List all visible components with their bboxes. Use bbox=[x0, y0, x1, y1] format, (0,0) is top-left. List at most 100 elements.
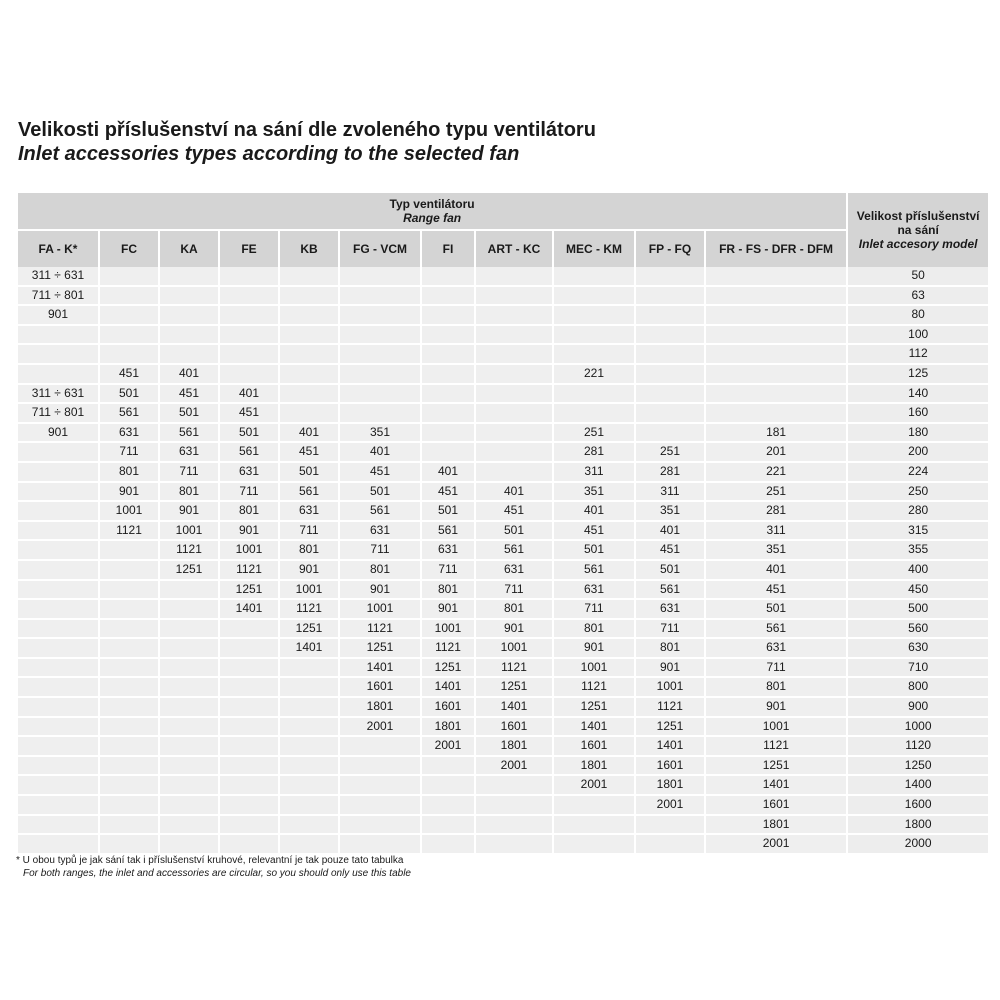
table-cell bbox=[100, 286, 158, 307]
table-cell: 801 bbox=[160, 482, 218, 503]
table-cell: 801 bbox=[706, 678, 847, 699]
table-cell bbox=[706, 345, 847, 365]
table-cell bbox=[280, 384, 338, 405]
table-cell: 451 bbox=[636, 541, 704, 561]
table-cell bbox=[100, 756, 158, 777]
table-row: 1121 1001 901 711 631 561 501 451 401 311 315 bbox=[18, 521, 989, 542]
column-header: MEC - KM bbox=[554, 231, 634, 267]
inlet-model-cell: 100 bbox=[848, 325, 989, 346]
table-cell bbox=[160, 658, 218, 679]
table-cell bbox=[636, 306, 704, 326]
table-cell: 401 bbox=[160, 364, 218, 385]
table-row: 2001 1801 1601 1401 1251 1001 1000 bbox=[18, 717, 989, 738]
inlet-model-cell: 160 bbox=[848, 404, 989, 424]
table-cell bbox=[554, 384, 634, 405]
table-cell: 221 bbox=[554, 364, 634, 385]
table-cell: 631 bbox=[636, 600, 704, 620]
table-cell: 711 bbox=[636, 619, 704, 640]
table-cell bbox=[554, 835, 634, 855]
table-cell bbox=[706, 286, 847, 307]
table-cell: 1001 bbox=[280, 580, 338, 601]
table-cell bbox=[18, 756, 98, 777]
table-cell: 801 bbox=[220, 502, 278, 522]
table-cell: 1401 bbox=[220, 600, 278, 620]
table-cell: 711 bbox=[160, 462, 218, 483]
table-cell: 1121 bbox=[476, 658, 552, 679]
table-cell: 451 bbox=[422, 482, 474, 503]
table-cell: 631 bbox=[554, 580, 634, 601]
table-cell bbox=[636, 835, 704, 855]
table-cell bbox=[476, 815, 552, 836]
table-cell: 2001 bbox=[476, 756, 552, 777]
table-row: 1121 1001 801 711 631 561 501 451 351 355 bbox=[18, 541, 989, 561]
table-cell: 1601 bbox=[636, 756, 704, 777]
inlet-model-cell: 50 bbox=[848, 267, 989, 287]
table-cell bbox=[220, 835, 278, 855]
table-cell bbox=[280, 267, 338, 287]
table-cell bbox=[476, 364, 552, 385]
table-row: 901 631 561 501 401 351 251 181 180 bbox=[18, 423, 989, 444]
table-cell bbox=[340, 364, 420, 385]
table-cell bbox=[706, 404, 847, 424]
table-cell: 631 bbox=[706, 639, 847, 659]
table-cell bbox=[340, 737, 420, 757]
table-row: 2001 2000 bbox=[18, 835, 989, 855]
table-cell bbox=[340, 345, 420, 365]
table-cell bbox=[18, 698, 98, 718]
table-cell: 311 bbox=[636, 482, 704, 503]
table-cell bbox=[280, 698, 338, 718]
table-cell bbox=[18, 639, 98, 659]
table-cell: 1001 bbox=[554, 658, 634, 679]
table-cell bbox=[422, 404, 474, 424]
table-cell: 2001 bbox=[636, 796, 704, 816]
table-cell: 1251 bbox=[422, 658, 474, 679]
table-row: 1251 1001 901 801 711 631 561 451 450 bbox=[18, 580, 989, 601]
table-cell: 451 bbox=[160, 384, 218, 405]
table-cell bbox=[340, 404, 420, 424]
table-cell bbox=[554, 345, 634, 365]
table-cell bbox=[220, 737, 278, 757]
page-title: Velikosti příslušenství na sání dle zvol… bbox=[18, 118, 596, 166]
table-cell: 311 bbox=[706, 521, 847, 542]
table-cell bbox=[280, 658, 338, 679]
table-cell: 561 bbox=[280, 482, 338, 503]
table-cell: 1801 bbox=[422, 717, 474, 738]
table-cell bbox=[100, 776, 158, 797]
table-cell: 451 bbox=[100, 364, 158, 385]
table-cell bbox=[422, 835, 474, 855]
table-cell bbox=[100, 306, 158, 326]
table-row: 1251 1121 1001 901 801 711 561 560 bbox=[18, 619, 989, 640]
table-cell bbox=[160, 737, 218, 757]
inlet-model-cell: 63 bbox=[848, 286, 989, 307]
table-cell: 901 bbox=[706, 698, 847, 718]
table-cell: 1601 bbox=[554, 737, 634, 757]
table-cell: 631 bbox=[220, 462, 278, 483]
table-cell: 1001 bbox=[220, 541, 278, 561]
table-cell bbox=[340, 776, 420, 797]
table-cell bbox=[280, 364, 338, 385]
table-cell: 501 bbox=[100, 384, 158, 405]
table-row: 711 631 561 451 401 281 251 201 200 bbox=[18, 443, 989, 463]
table-row: 801 711 631 501 451 401 311 281 221 224 bbox=[18, 462, 989, 483]
table-cell: 501 bbox=[280, 462, 338, 483]
table-cell bbox=[340, 286, 420, 307]
column-header: ART - KC bbox=[476, 231, 552, 267]
table-cell: 901 bbox=[220, 521, 278, 542]
table-cell: 901 bbox=[18, 306, 98, 326]
table-cell bbox=[100, 698, 158, 718]
table-cell: 801 bbox=[476, 600, 552, 620]
table-cell bbox=[280, 776, 338, 797]
column-header: FC bbox=[100, 231, 158, 267]
table-cell: 561 bbox=[340, 502, 420, 522]
table-row: 100 bbox=[18, 325, 989, 346]
inlet-model-cell: 280 bbox=[848, 502, 989, 522]
column-header: FA - K* bbox=[18, 231, 98, 267]
table-row: 901 80 bbox=[18, 306, 989, 326]
table-row: 1801 1800 bbox=[18, 815, 989, 836]
table-cell: 1121 bbox=[706, 737, 847, 757]
table-cell bbox=[18, 717, 98, 738]
table-cell bbox=[220, 619, 278, 640]
table-cell: 901 bbox=[340, 580, 420, 601]
table-cell bbox=[220, 325, 278, 346]
table-cell: 561 bbox=[636, 580, 704, 601]
